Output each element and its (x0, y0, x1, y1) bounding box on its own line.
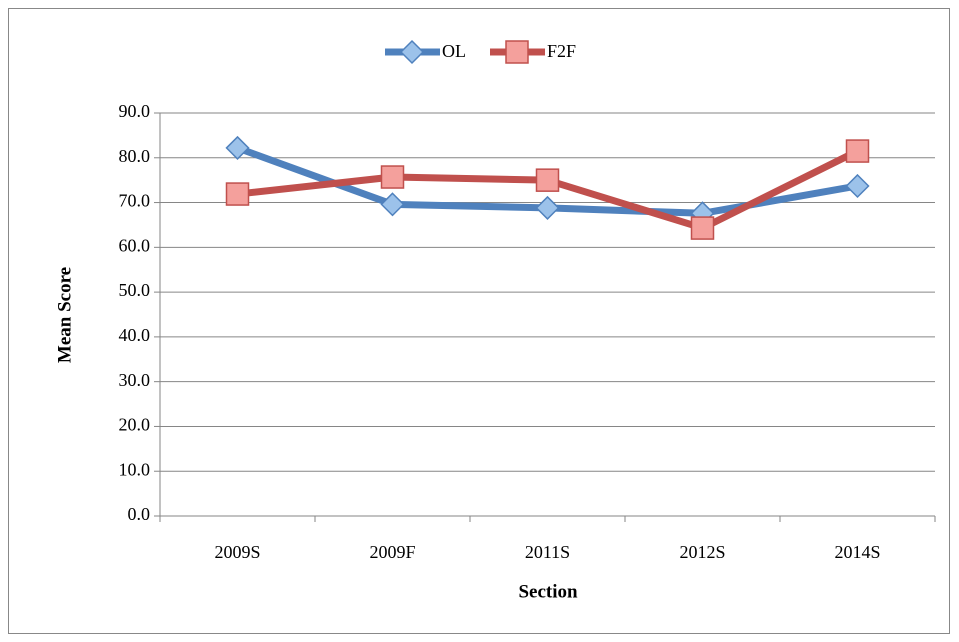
marker (535, 168, 560, 192)
y-tick-label: 10.0 (119, 459, 151, 479)
marker (399, 39, 425, 65)
y-tick-label: 40.0 (119, 325, 151, 345)
y-tick-label: 50.0 (119, 280, 151, 300)
marker (690, 216, 715, 240)
x-axis-title: Section (518, 581, 578, 602)
marker (380, 165, 405, 189)
x-tick-label: 2011S (525, 542, 570, 562)
marker (845, 139, 870, 163)
legend-label: F2F (547, 41, 576, 61)
x-tick-label: 2012S (679, 542, 725, 562)
y-tick-label: 0.0 (128, 504, 151, 524)
x-tick-label: 2009S (214, 542, 260, 562)
x-tick-label: 2014S (834, 542, 880, 562)
marker (380, 192, 405, 217)
y-axis-title: Mean Score (54, 267, 75, 363)
y-tick-label: 70.0 (119, 191, 151, 211)
marker (225, 135, 250, 160)
y-tick-label: 90.0 (119, 101, 151, 121)
marker (505, 40, 529, 64)
y-tick-label: 80.0 (119, 146, 151, 166)
y-tick-label: 60.0 (119, 235, 151, 255)
marker (225, 182, 250, 206)
marker (535, 195, 560, 220)
x-tick-label: 2009F (369, 542, 415, 562)
y-tick-label: 30.0 (119, 370, 151, 390)
marker (845, 173, 870, 199)
legend-label: OL (442, 41, 466, 61)
y-tick-label: 20.0 (119, 415, 151, 435)
